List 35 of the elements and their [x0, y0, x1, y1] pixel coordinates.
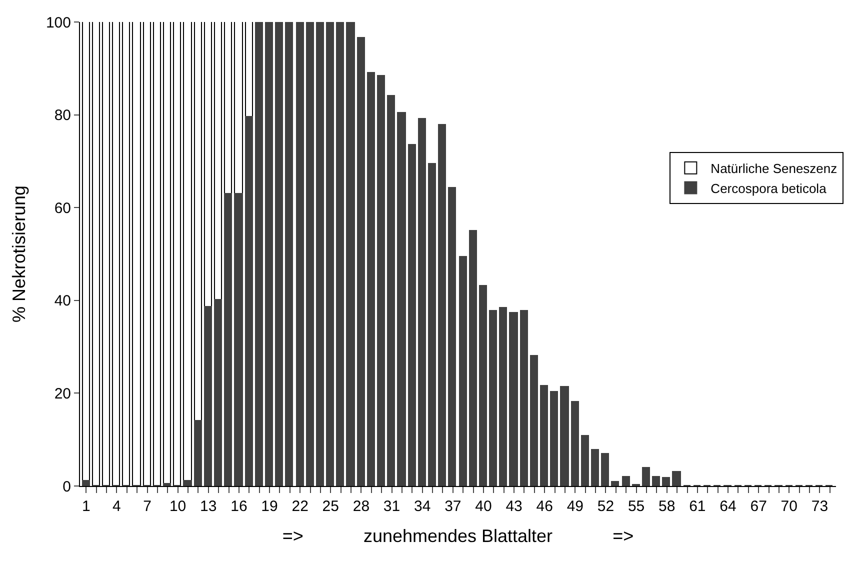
x-tick-label: 55: [628, 498, 645, 515]
x-tick-label: 25: [322, 498, 339, 515]
x-tick-label: 67: [750, 498, 767, 515]
y-tick-label: 60: [54, 200, 71, 217]
x-tick-label: 49: [566, 498, 584, 515]
legend-label: Natürliche Seneszenz: [710, 160, 838, 176]
y-tick-label: 20: [54, 385, 71, 402]
y-tick-label: 0: [62, 478, 71, 496]
x-tick-label: 70: [780, 498, 798, 515]
y-tick-label: 80: [54, 107, 71, 124]
x-tick-label: 43: [506, 498, 522, 515]
y-tick-label: 100: [46, 14, 71, 32]
y-axis-title: % Nekrotisierung: [9, 185, 30, 323]
x-tick-label: 4: [112, 498, 121, 515]
x-tick-label: 46: [536, 498, 553, 515]
x-tick-label: 34: [414, 498, 431, 515]
legend-label: Cercospora beticola: [710, 180, 828, 196]
x-tick-label: 37: [444, 498, 462, 515]
x-tick-label: 52: [597, 498, 614, 515]
x-tick-label: 22: [292, 498, 308, 515]
x-tick-label: 19: [261, 498, 278, 515]
x-tick-label: 1: [82, 498, 90, 515]
x-tick-label: 73: [811, 498, 828, 515]
x-tick-label: 13: [200, 498, 217, 515]
x-tick-label: 61: [689, 498, 706, 515]
x-tick-label: 10: [169, 498, 186, 515]
x-tick-label: 7: [143, 498, 152, 515]
x-tick-label: 31: [383, 498, 400, 515]
x-tick-label: 28: [352, 498, 370, 515]
x-tick-label: 16: [230, 498, 248, 515]
x-tick-label: 58: [658, 498, 676, 515]
x-axis-title: => zunehmendes Blattalter =>: [282, 526, 634, 546]
x-tick-label: 40: [475, 498, 492, 515]
x-tick-label: 64: [720, 498, 736, 515]
y-tick-label: 40: [54, 292, 71, 310]
